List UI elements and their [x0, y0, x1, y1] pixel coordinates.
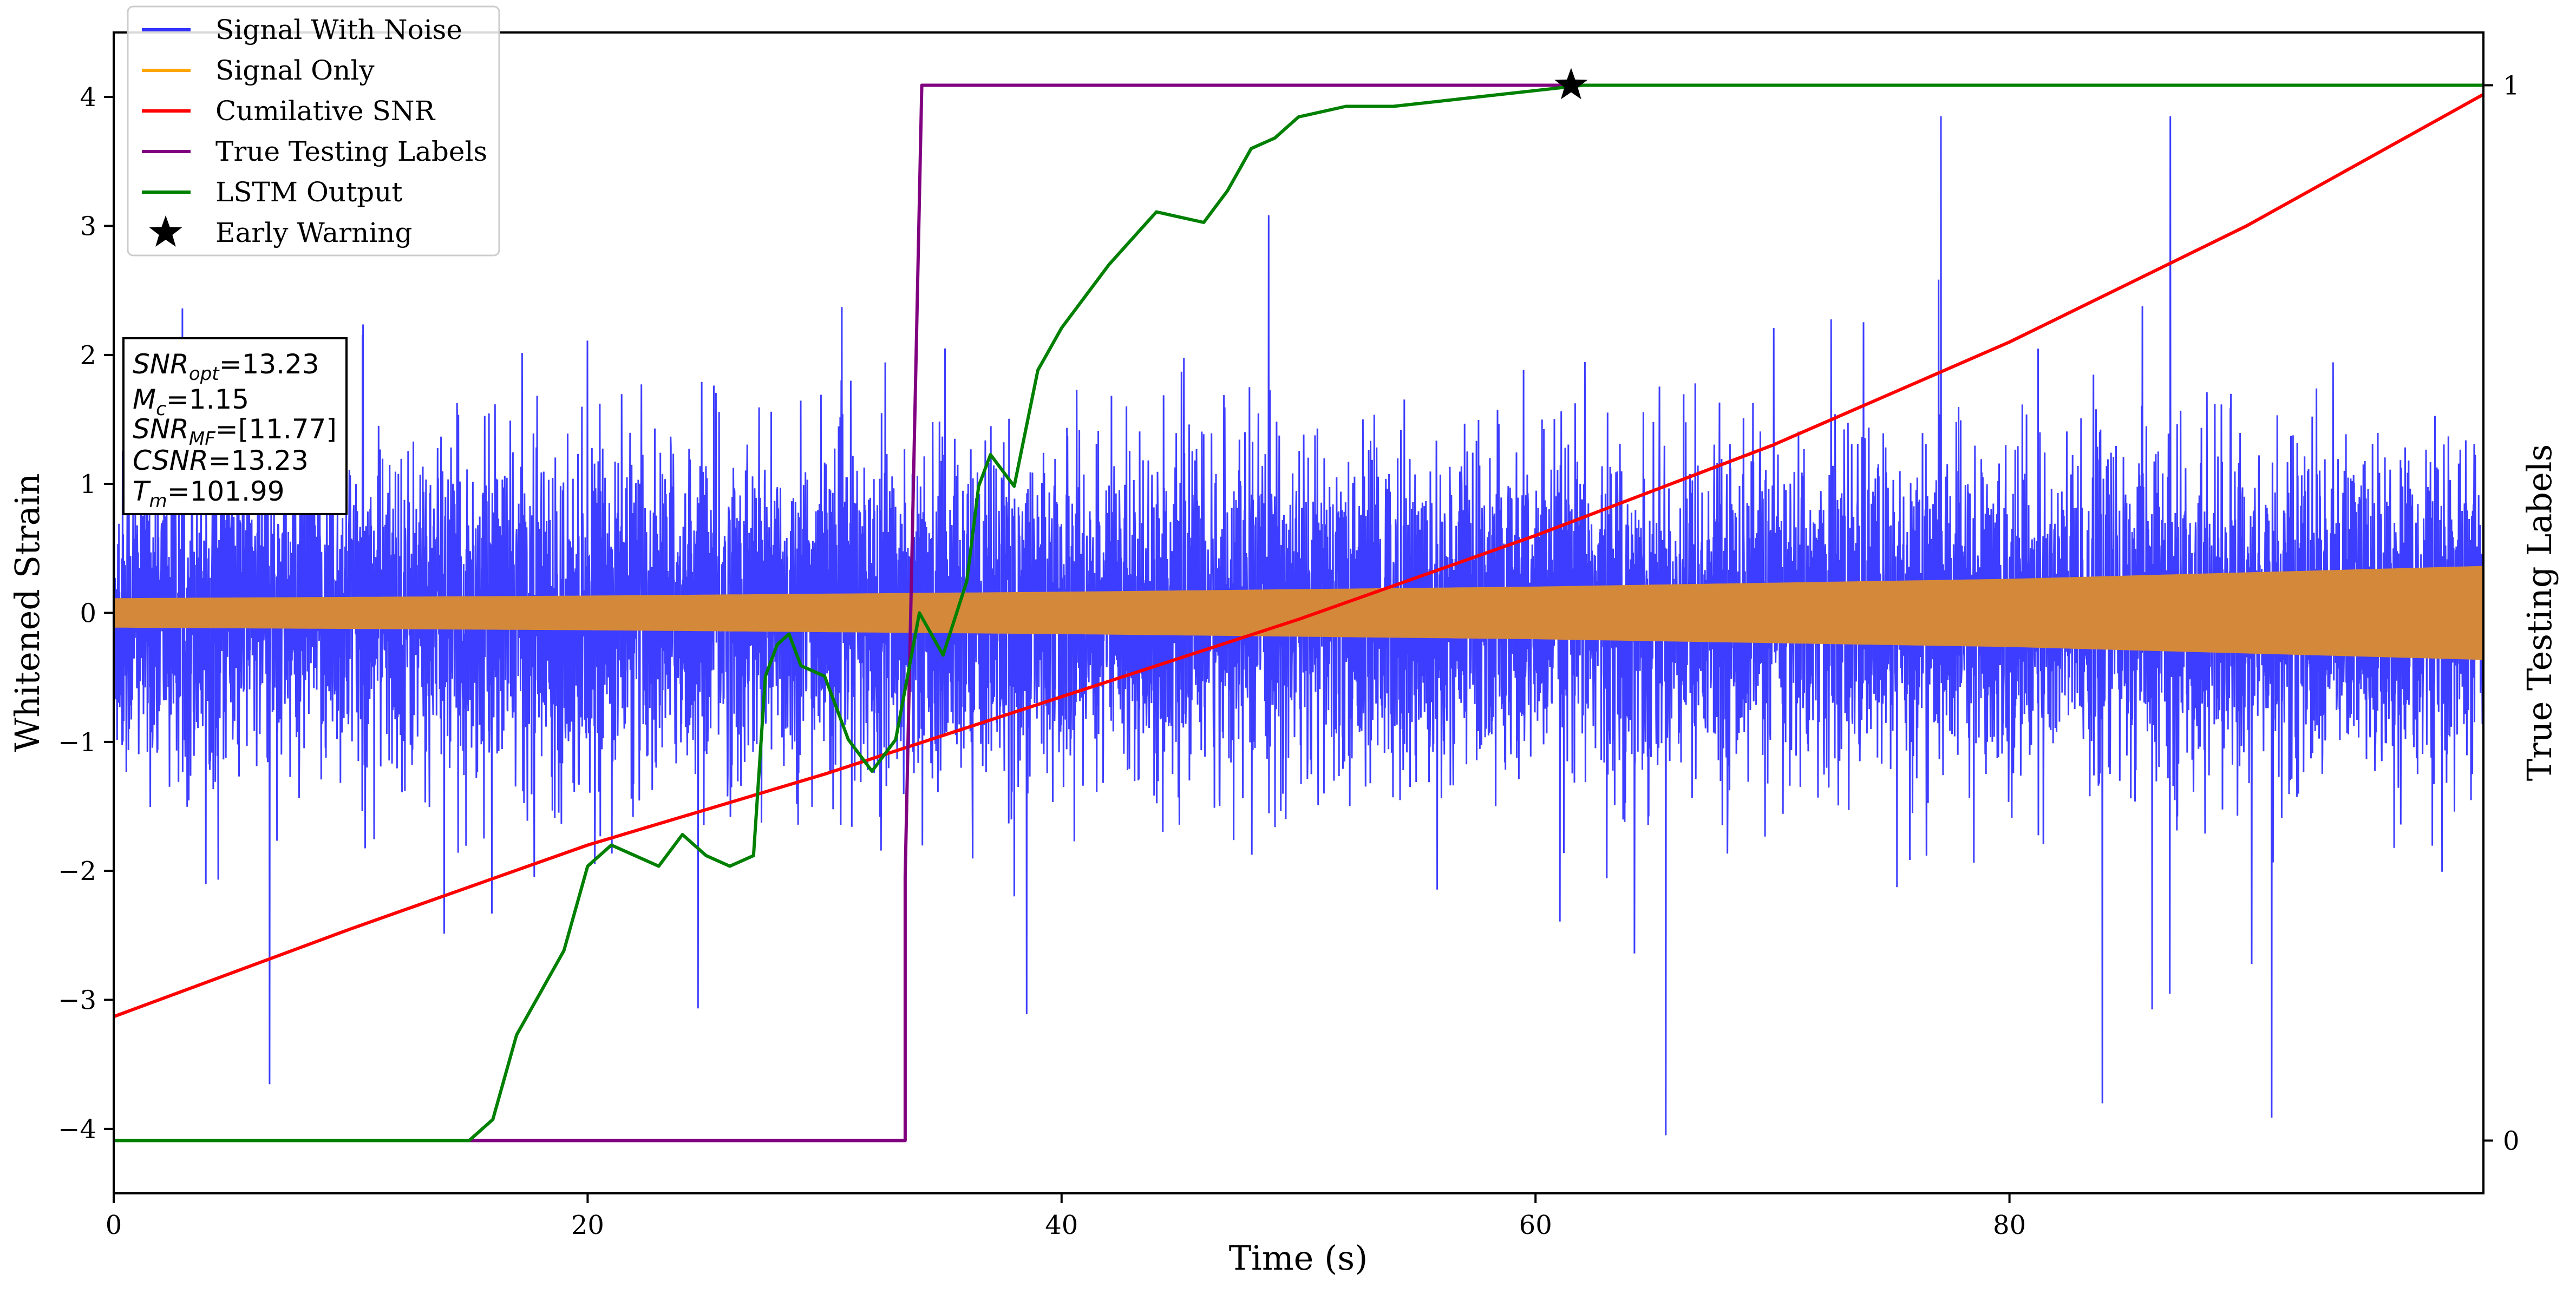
y2-tick-label: 0 [2503, 1126, 2520, 1157]
y-tick-label: −4 [58, 1114, 96, 1145]
param-csnr: CSNR=13.23 [133, 445, 309, 476]
x-tick-label: 80 [1993, 1210, 2026, 1240]
parameter-box-frame [122, 337, 348, 515]
plot-area [114, 68, 2483, 1142]
legend-label: Early Warning [215, 217, 413, 248]
y2-axis-label: True Testing Labels [2520, 444, 2559, 781]
x-tick-label: 20 [571, 1210, 604, 1240]
x-tick-label: 40 [1045, 1210, 1078, 1240]
series-signal-only [114, 566, 2483, 660]
y-tick-label: −3 [58, 986, 96, 1016]
legend-item-early-warning: Early Warning [149, 215, 413, 248]
legend-item-true-testing-labels: True Testing Labels [142, 136, 487, 167]
y-axis-label: Whitened Strain [8, 474, 47, 752]
x-tick-label: 60 [1519, 1210, 1552, 1240]
param-snr-mf: SNRMF=[11.77] [133, 413, 337, 450]
y-tick-label: −1 [58, 727, 96, 758]
parameter-box: SNRopt=13.23 Mc=1.15 SNRMF=[11.77] CSNR=… [122, 337, 348, 515]
legend-label: LSTM Output [215, 176, 402, 208]
legend-label: True Testing Labels [215, 136, 487, 167]
series-lstm-output [114, 83, 2483, 1142]
y-tick-label: 3 [80, 212, 96, 242]
param-snr-opt: SNRopt=13.23 [133, 349, 319, 385]
legend-frame [127, 5, 500, 257]
y-tick-label: 2 [80, 340, 96, 371]
early-warning-marker [1554, 68, 1588, 100]
series-true-testing-labels [114, 83, 2483, 1142]
y2-tick-label: 1 [2503, 71, 2520, 101]
param-tm: Tm=101.99 [133, 476, 285, 512]
series-cumilative-snr [114, 93, 2483, 1019]
x-tick-label: 0 [106, 1210, 122, 1240]
legend-star-icon [149, 215, 182, 247]
x-axis-label: Time (s) [1229, 1238, 1368, 1278]
legend: Signal With Noise Signal Only Cumilative S… [127, 5, 500, 257]
y-tick-label: 4 [80, 82, 96, 113]
legend-item-cumilative-snr: Cumilative SNR [142, 95, 435, 127]
legend-label: Signal Only [215, 55, 375, 86]
legend-item-signal-with-noise: Signal With Noise [142, 14, 462, 45]
legend-label: Signal With Noise [215, 14, 462, 45]
y-tick-label: 1 [80, 469, 96, 500]
y-tick-label: 0 [80, 599, 96, 629]
legend-label: Cumilative SNR [215, 95, 435, 127]
param-mc: Mc=1.15 [133, 384, 249, 420]
legend-item-signal-only: Signal Only [142, 55, 375, 86]
legend-item-lstm-output: LSTM Output [142, 176, 402, 208]
y-tick-label: −2 [58, 856, 96, 886]
